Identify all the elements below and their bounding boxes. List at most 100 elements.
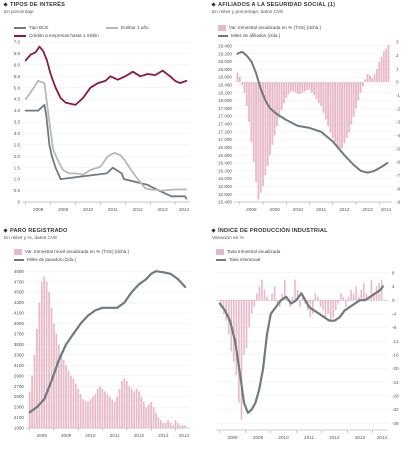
y-tick-label-right: -8 [396, 186, 401, 191]
bar [355, 286, 357, 301]
y-tick-label: -36 [392, 421, 399, 426]
bar [324, 300, 327, 318]
bar [157, 417, 160, 428]
bar [104, 391, 106, 428]
bar [357, 296, 360, 301]
bar [65, 365, 67, 428]
bar [345, 82, 348, 138]
bar [285, 82, 288, 98]
bar [248, 300, 250, 328]
bar [364, 79, 367, 82]
x-tick-label: 2010 [278, 435, 289, 440]
y-tick-label: 2300 [14, 405, 25, 410]
x-tick-label: 2012 [134, 433, 145, 438]
bar [45, 281, 48, 428]
bar [250, 82, 253, 142]
bar [280, 82, 283, 110]
bar [133, 391, 135, 428]
y-tick-label: 17.000 [218, 137, 232, 142]
y-tick-label: 3.0 [14, 131, 21, 136]
bar [233, 300, 235, 362]
bar [89, 399, 92, 428]
chart-afiliados: 15.400 15.600 15.800 16.000 16.200 16.400 16.6… [218, 40, 401, 212]
legend-label: Crédito a empresas hasta 1 millón [29, 33, 99, 38]
legend-label: Miles de parados (izda.) [27, 257, 77, 262]
legend-row: Tipo BCE [14, 24, 99, 32]
panel-title: AFILIADOS A LA SEGURIDAD SOCIAL (1) [212, 2, 335, 8]
legend-label: Miles de afiliados (izda.) [231, 33, 281, 38]
bar [184, 425, 186, 428]
bar [159, 420, 162, 428]
bar [238, 300, 240, 403]
bar [299, 82, 302, 94]
bar [284, 279, 286, 301]
x-tick-label: 2011 [108, 207, 118, 212]
bar [308, 82, 311, 90]
bar [385, 48, 388, 82]
bar [67, 370, 70, 428]
y-tick-label: 18.600 [218, 75, 232, 80]
bar [359, 82, 362, 93]
y-tick-label: 16.200 [218, 168, 232, 173]
bar [113, 401, 116, 428]
bar [350, 82, 353, 125]
legend-row: Tasa trimestral anualizada [216, 248, 280, 256]
bar [281, 293, 284, 301]
bar [60, 354, 63, 428]
y-tick-label: -12 [392, 339, 399, 344]
bar [362, 283, 365, 301]
bar [343, 82, 346, 144]
bar [370, 279, 373, 301]
panel-paro: PARO REGISTRADO En miles y %, datos CVE … [4, 228, 200, 450]
legend: Euribor 1 año [106, 24, 149, 32]
x-tick-label: 2011 [316, 207, 326, 212]
y-tick-label-right: -3 [396, 120, 401, 125]
bar [240, 300, 243, 420]
legend-swatch [218, 34, 228, 37]
y-tick-label-right: -1 [396, 93, 401, 98]
y-tick-label: 6.0 [14, 62, 21, 67]
bar [319, 300, 322, 307]
y-tick-label-right: 3 [396, 40, 399, 45]
y-tick-label: 19.200 [218, 51, 232, 56]
y-tick-label: -24 [392, 380, 399, 385]
x-tick-label: 2010 [83, 207, 94, 212]
y-tick-label: 3.5 [14, 120, 21, 125]
bar [40, 281, 43, 428]
bar [276, 300, 278, 304]
x-tick-label: 2012 [329, 435, 340, 440]
legend: Tasa trimestral anualizada Tasa interanu… [216, 248, 280, 264]
y-tick-label: -32 [392, 407, 399, 412]
bar [162, 422, 165, 428]
bar [375, 68, 378, 82]
bar [327, 82, 330, 126]
bar [301, 82, 304, 93]
bar [33, 354, 36, 428]
bar [331, 82, 334, 138]
panel-tipos: TIPOS DE INTERÉS En porcentaje Tipo BCE … [4, 2, 200, 214]
bar [312, 300, 314, 314]
bar [94, 394, 97, 428]
x-tick-label: 2008 [33, 207, 44, 212]
legend-swatch [14, 258, 24, 261]
x-tick-label: 2009 [253, 435, 264, 440]
y-tick-label-right: -2 [396, 106, 401, 111]
bar [121, 380, 123, 428]
y-tick-label: 17.400 [218, 122, 232, 127]
bar [253, 300, 256, 307]
x-tick-label: 2009 [270, 207, 281, 212]
bar [125, 380, 128, 428]
bar [250, 300, 253, 314]
bar [262, 82, 264, 186]
y-tick-label: 4900 [14, 269, 25, 274]
bar [322, 300, 324, 311]
y-tick-label: 15.400 [218, 200, 232, 205]
bar [334, 82, 336, 142]
bar [145, 407, 148, 428]
legend-row: Tasa interanual [216, 256, 280, 264]
bar [373, 74, 376, 82]
y-tick-label: 18.800 [218, 67, 232, 72]
bar [135, 388, 138, 428]
x-tick-label: 2011 [304, 435, 314, 440]
bar [296, 82, 299, 94]
